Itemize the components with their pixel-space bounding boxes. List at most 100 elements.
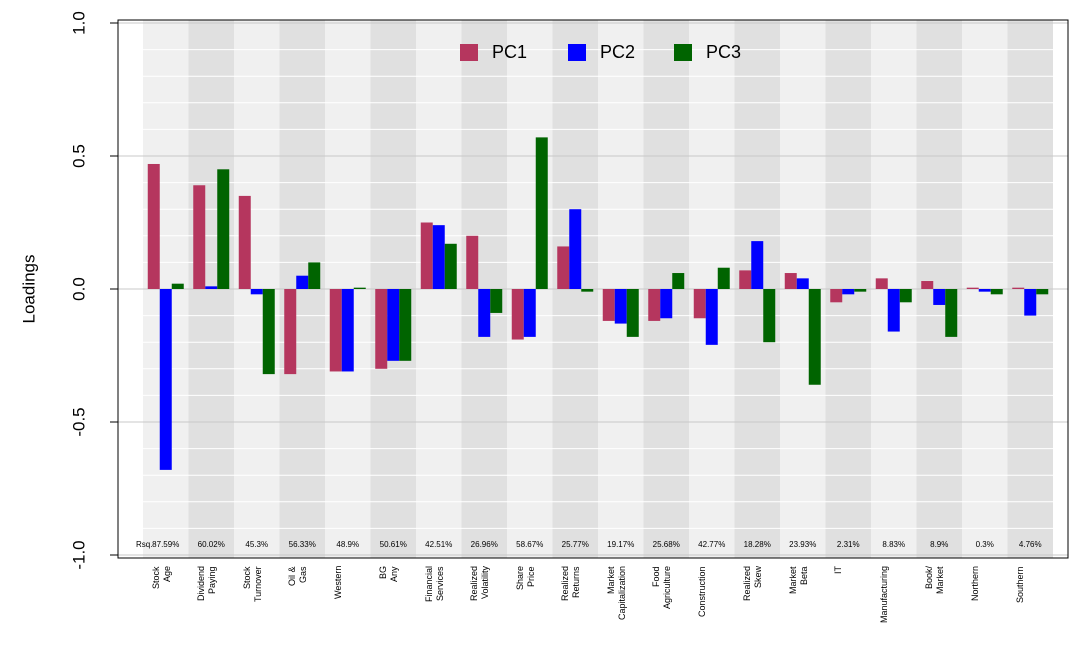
x-tick-label: Market Beta	[787, 566, 809, 594]
bar	[308, 262, 321, 289]
rsq-title: Rsq.	[136, 540, 152, 549]
rsq-label: 8.9%	[930, 540, 948, 549]
bar	[569, 209, 582, 289]
rsq-label: 2.31%	[837, 540, 860, 549]
x-tick-label: Western	[332, 566, 343, 600]
bar	[990, 289, 1003, 295]
plot-border	[117, 19, 1069, 559]
bar	[945, 289, 958, 337]
bar	[693, 289, 706, 319]
bar	[420, 222, 433, 289]
x-tick-label: Stock Turnover	[241, 566, 263, 602]
bar	[535, 137, 548, 289]
bar	[250, 289, 263, 295]
bar	[854, 289, 867, 292]
bar	[614, 289, 627, 324]
bar	[921, 281, 934, 289]
bar	[705, 289, 718, 345]
legend-swatch	[460, 44, 478, 61]
bar	[739, 270, 752, 289]
rsq-label: 50.61%	[380, 540, 407, 549]
x-tick-label: Realized Skew	[742, 566, 764, 602]
y-tick-label: -0.5	[69, 407, 88, 436]
bar	[217, 169, 230, 289]
bar	[602, 289, 615, 321]
bar	[329, 289, 342, 372]
legend-label: PC2	[600, 42, 635, 62]
bar	[159, 289, 172, 470]
y-tick-label: 0.5	[69, 144, 88, 168]
rsq-label: 25.68%	[653, 540, 680, 549]
bar	[626, 289, 639, 337]
x-tick-label: Southern	[1015, 566, 1026, 603]
bar	[296, 275, 309, 289]
bar	[933, 289, 946, 305]
x-tick-label: Dividend Paying	[196, 566, 218, 602]
legend-label: PC1	[492, 42, 527, 62]
bar	[399, 289, 412, 361]
rsq-label: 18.28%	[744, 540, 771, 549]
x-tick-label: Realized Returns	[560, 566, 582, 602]
x-tick-label: Share Price	[514, 566, 536, 591]
rsq-label: 23.93%	[789, 540, 816, 549]
x-tick-label: Northern	[969, 566, 980, 602]
rsq-label: 26.96%	[471, 540, 498, 549]
bar	[205, 286, 218, 289]
bar	[557, 246, 570, 289]
bar	[262, 289, 275, 375]
bar	[842, 289, 855, 295]
bar	[1036, 289, 1049, 295]
x-tick-label: BG Any	[378, 566, 400, 582]
x-tick-label: Book/ Market	[924, 566, 946, 594]
rsq-label: 45.3%	[245, 540, 268, 549]
bar	[966, 287, 979, 289]
rsq-label: 42.77%	[698, 540, 725, 549]
rsq-label: 25.77%	[562, 540, 589, 549]
rsq-label: 60.02%	[198, 540, 225, 549]
bar	[444, 243, 457, 289]
bar	[751, 241, 764, 289]
bar	[717, 267, 730, 289]
rsq-label: 56.33%	[289, 540, 316, 549]
rsq-label: 87.59%	[152, 540, 179, 549]
y-axis-label: Loadings	[19, 254, 38, 323]
x-tick-label: Oil & Gas	[287, 566, 309, 586]
bar	[238, 195, 251, 289]
bar	[511, 289, 524, 340]
legend-label: PC3	[706, 42, 741, 62]
y-tick-label: 1.0	[69, 11, 88, 35]
x-tick-label: Stock Age	[150, 566, 172, 589]
rsq-label: 58.67%	[516, 540, 543, 549]
x-tick-label: Food Agriculture	[651, 566, 673, 610]
bar	[523, 289, 536, 337]
x-tick-label: Manufacturing	[878, 566, 889, 624]
rsq-label: 48.9%	[336, 540, 359, 549]
bar	[466, 235, 479, 289]
y-tick-label: 0.0	[69, 277, 88, 301]
bar	[784, 273, 797, 289]
bar	[147, 163, 160, 289]
x-tick-label: Construction	[696, 566, 707, 617]
bar	[808, 289, 821, 385]
legend-swatch	[568, 44, 586, 61]
bar	[353, 287, 366, 289]
bar	[387, 289, 400, 361]
rsq-label: 19.17%	[607, 540, 634, 549]
bar	[581, 289, 594, 292]
bar	[193, 185, 206, 289]
legend-swatch	[674, 44, 692, 61]
x-tick-label: Market Capitalization	[605, 566, 627, 621]
bar	[796, 278, 809, 289]
bar	[660, 289, 673, 319]
bar	[978, 289, 991, 292]
rsq-label: 8.83%	[882, 540, 905, 549]
rsq-label: 4.76%	[1019, 540, 1042, 549]
bar	[648, 289, 661, 321]
bar	[171, 283, 184, 289]
bar	[478, 289, 491, 337]
bar	[490, 289, 503, 313]
y-tick-label: -1.0	[69, 540, 88, 569]
bar	[763, 289, 776, 343]
